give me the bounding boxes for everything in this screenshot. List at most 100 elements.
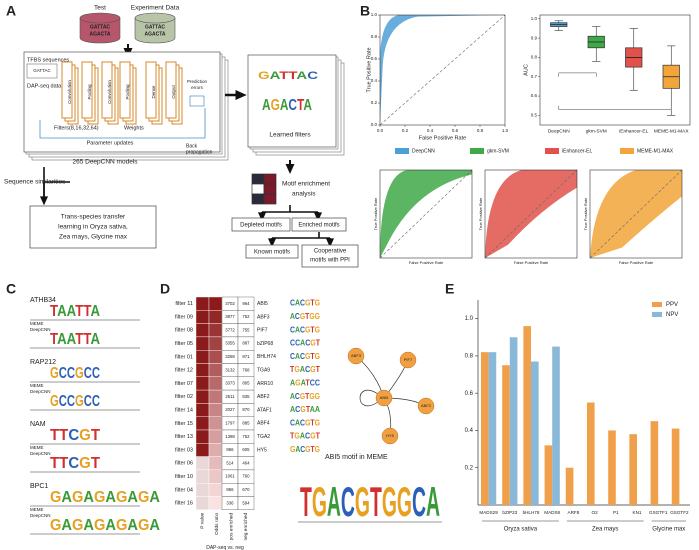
logo-letter: C: [67, 393, 75, 410]
count: 2027: [225, 407, 235, 412]
enrichment-cell: [263, 183, 277, 195]
logo-letter: G: [300, 312, 305, 321]
heat-cell: [195, 363, 210, 378]
sequence-logo: CACGTG: [290, 418, 320, 427]
logo-letter: C: [305, 365, 310, 374]
legend-label: MEME-M1-MAX: [637, 148, 674, 154]
logo-letter: G: [72, 489, 83, 506]
count: 3258: [225, 354, 235, 359]
logo-letter: C: [68, 427, 79, 444]
logo-letter: T: [91, 427, 100, 444]
label: Back: [186, 143, 198, 149]
label: MEME: [30, 321, 44, 326]
roc-diagonal: [484, 169, 578, 259]
logo-letter: A: [300, 365, 305, 374]
label: Convolution: [67, 80, 72, 104]
logo-letter: G: [382, 478, 397, 525]
sequence-logo: TGACGTGGCA: [300, 478, 440, 525]
group-label: Zea mays: [592, 527, 618, 533]
sequence-logo: TTCGT: [50, 455, 100, 472]
logo-letter: G: [309, 392, 314, 401]
legend-swatch: [652, 312, 662, 317]
bar: [502, 365, 510, 505]
logo-letter: G: [310, 432, 316, 441]
layer-block: [145, 61, 157, 119]
logo-letter: G: [305, 299, 310, 308]
heat-cell: [208, 350, 223, 364]
label: Prediction: [187, 79, 208, 84]
sequence-logo: CACGTG: [290, 352, 320, 361]
count: 856: [226, 487, 234, 492]
count: 887: [242, 341, 250, 346]
heat-cell: [195, 483, 210, 497]
logo-letter: G: [397, 478, 412, 525]
logo-letter: C: [59, 393, 67, 410]
roc-diagonal: [589, 169, 683, 259]
result-box: [245, 244, 299, 259]
y-tick-label: 0.2: [371, 100, 378, 105]
logo-letter: T: [59, 427, 68, 444]
roc-region: [380, 15, 505, 125]
logo-letter: A: [315, 405, 320, 414]
logo-letter: A: [310, 405, 315, 414]
bar: [488, 352, 497, 505]
logo-letter: A: [295, 418, 300, 427]
y-tick-label: 1.0: [371, 12, 378, 17]
label: analysis: [292, 191, 316, 198]
heat-cell: [208, 363, 223, 378]
y-tick-label: 0.7: [531, 74, 538, 79]
x-tick-label: 0.0: [377, 128, 384, 133]
legend-label: DeepCNN: [412, 148, 435, 154]
logo-letter: A: [290, 392, 295, 401]
x-axis-label: False Positive Rate: [619, 260, 654, 265]
y-tick-label: 0.6: [371, 56, 378, 61]
label: Learned filters: [269, 132, 311, 139]
logo-letter: C: [290, 325, 295, 334]
panel-label: B: [360, 3, 370, 19]
column-label: P value: [199, 512, 205, 528]
logo-letter: C: [305, 432, 310, 441]
y-tick-label: 1.0: [531, 16, 538, 21]
label: AGACTA: [144, 31, 165, 37]
logo-letter: A: [295, 445, 300, 454]
logo-letter: G: [94, 489, 105, 506]
x-tick-label: GSGTF2: [670, 510, 689, 515]
logo-letter: G: [315, 445, 320, 454]
logo-letter: T: [91, 455, 100, 472]
logo-letter: A: [270, 70, 281, 82]
logo-letter: C: [92, 393, 100, 410]
heat-cell: [195, 336, 210, 351]
logo-letter: T: [75, 303, 83, 320]
heat-cell: [195, 496, 210, 511]
transfer-box: [29, 205, 157, 249]
logo-letter: C: [290, 299, 295, 308]
count: 1797: [225, 420, 235, 425]
label: AGACTA: [89, 31, 110, 37]
sequence-logo: GAGAGAGAGA: [50, 489, 160, 506]
arrow-head: [325, 238, 335, 248]
ppi-node: [417, 397, 435, 415]
roc-frame: [589, 169, 683, 259]
count: 870: [242, 407, 250, 412]
y-axis-label: True Positive Rate: [478, 197, 483, 231]
logo-letter: C: [300, 352, 305, 361]
roc-region: [485, 170, 577, 258]
label: DeepCNN: [30, 327, 51, 332]
logo-letter: C: [59, 365, 67, 382]
bar: [523, 326, 531, 505]
roc-frame: [484, 169, 578, 259]
logo-letter: G: [305, 325, 310, 334]
logo-letter: C: [412, 478, 426, 525]
layer-block: [165, 61, 177, 119]
legend-label: PPV: [666, 302, 678, 308]
motif-name: PIF7: [257, 328, 268, 334]
logo-letter: G: [315, 299, 320, 308]
logo-letter: C: [300, 299, 305, 308]
count: 3132: [225, 367, 235, 372]
label: Trans-species transfer: [61, 214, 126, 221]
logo-letter: T: [305, 379, 309, 388]
legend-swatch: [395, 148, 409, 154]
label: MEME: [30, 445, 44, 450]
enrichment-cell: [263, 193, 277, 205]
logo-letter: T: [290, 432, 294, 441]
